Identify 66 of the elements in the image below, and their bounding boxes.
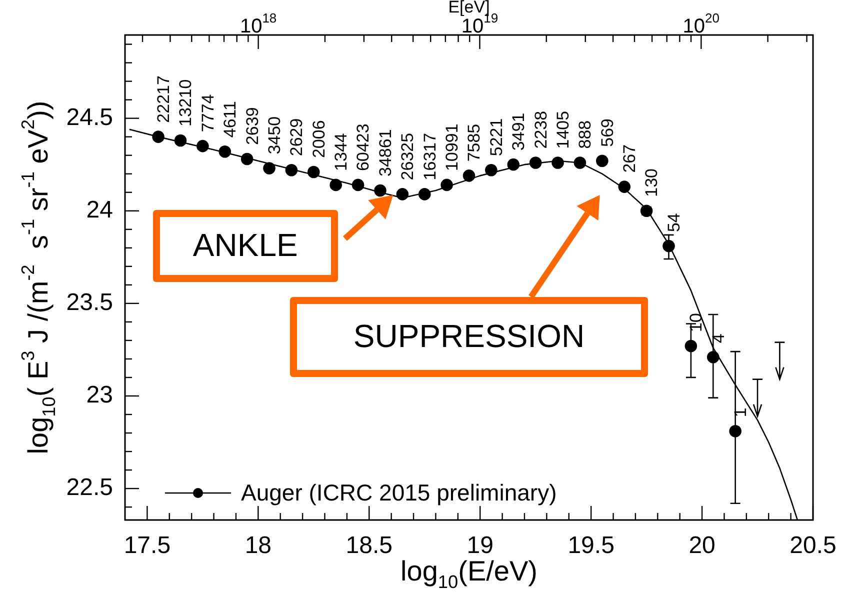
annotation: 7774 xyxy=(198,94,218,132)
annotation: 888 xyxy=(576,120,595,149)
annotation: 2629 xyxy=(287,118,306,156)
x-tick-label: 19 xyxy=(466,532,494,560)
y-tick-label: 22.5 xyxy=(66,474,113,502)
point xyxy=(285,164,298,176)
annotation: 2238 xyxy=(531,110,550,149)
callout-box: ANKLE xyxy=(152,210,338,282)
point xyxy=(218,145,232,158)
annotation: 22217 xyxy=(154,76,173,123)
text: log10( E3 J /(m-2 s-1 sr-1 eV2)) xyxy=(18,100,59,454)
point xyxy=(307,166,320,178)
point xyxy=(507,158,520,171)
legend-label: Auger (ICRC 2015 preliminary) xyxy=(241,479,557,506)
x-tick-label: 19.5 xyxy=(568,532,614,560)
point xyxy=(240,152,254,166)
annotation: 5221 xyxy=(486,118,506,156)
point xyxy=(330,178,342,192)
point xyxy=(174,134,187,147)
annotation: ANKLE xyxy=(192,227,298,264)
annotation: 26325 xyxy=(398,132,418,180)
point xyxy=(485,164,498,176)
annotation: 3491 xyxy=(509,112,528,151)
annotation: 1405 xyxy=(553,110,572,149)
point xyxy=(196,140,209,152)
annotation: 54 xyxy=(664,213,684,232)
annotation: 569 xyxy=(598,118,617,147)
y-tick-label: 23.5 xyxy=(66,289,113,316)
point xyxy=(396,188,409,200)
point xyxy=(684,340,698,352)
point xyxy=(418,188,431,200)
annotation: 60423 xyxy=(354,124,373,171)
point xyxy=(374,184,386,197)
y-tick-label: 24.5 xyxy=(66,104,113,131)
annotation: 4611 xyxy=(220,101,240,138)
annotation: 2639 xyxy=(242,107,262,146)
point xyxy=(152,130,164,143)
annotation: 2006 xyxy=(309,120,328,158)
annotation: 1344 xyxy=(332,133,351,171)
annotation: 267 xyxy=(620,144,640,173)
point xyxy=(618,180,631,193)
y-tick-label: 24 xyxy=(86,196,113,224)
point xyxy=(552,156,564,169)
point xyxy=(462,170,476,182)
x-tick-label: 20.5 xyxy=(790,532,836,560)
x-tick-label: 17.5 xyxy=(124,532,171,560)
point xyxy=(263,162,276,174)
point xyxy=(574,156,586,169)
annotation: 34861 xyxy=(376,129,395,176)
x-tick-label: 18.5 xyxy=(346,532,392,560)
x-tick-label: 18 xyxy=(244,532,272,560)
annotation: 3450 xyxy=(264,116,284,154)
callout-box: SUPPRESSION xyxy=(290,296,648,377)
x-tick-label: 20 xyxy=(688,532,716,560)
annotation: 1 xyxy=(731,408,750,418)
point xyxy=(352,178,364,192)
annotation: 16317 xyxy=(420,132,440,180)
point xyxy=(529,156,542,169)
point xyxy=(596,154,608,168)
annotation: 13210 xyxy=(176,79,196,127)
annotation: 7585 xyxy=(464,124,484,162)
annotation: 10991 xyxy=(442,124,462,171)
annotation: 130 xyxy=(642,168,662,197)
y-tick-label: 23 xyxy=(86,382,113,409)
point xyxy=(440,178,453,192)
annotation: SUPPRESSION xyxy=(353,318,585,356)
